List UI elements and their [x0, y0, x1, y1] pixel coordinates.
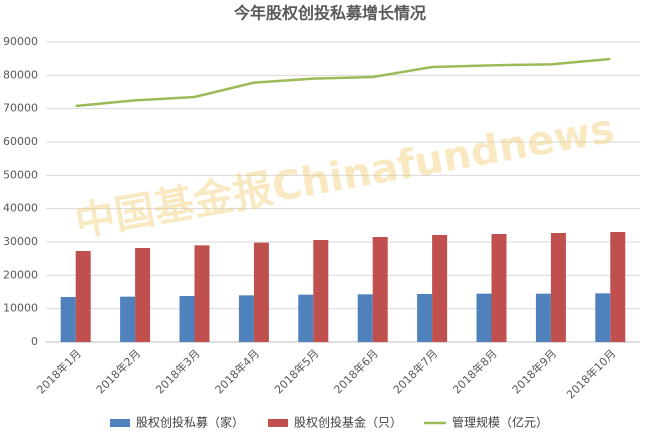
x-tick-label: 2018年4月: [212, 346, 262, 396]
x-tick-label: 2018年8月: [450, 346, 500, 396]
bar: [75, 251, 91, 342]
y-tick-label: 70000: [3, 102, 38, 115]
x-tick-label: 2018年3月: [153, 346, 203, 396]
legend-label: 股权创投基金（只）: [294, 415, 402, 430]
legend-label: 股权创投私募（家）: [136, 415, 244, 430]
bar: [194, 245, 210, 342]
x-tick-label: 2018年9月: [509, 346, 559, 396]
bar: [372, 237, 388, 342]
bar: [179, 296, 195, 342]
x-tick-label: 2018年6月: [331, 346, 381, 396]
legend-label: 管理规模（亿元）: [452, 415, 548, 430]
bar: [535, 293, 551, 342]
bar: [135, 248, 151, 342]
bar: [595, 293, 611, 342]
bar: [432, 235, 448, 342]
chart-title: 今年股权创投私募增长情况: [233, 4, 426, 23]
line: [75, 57, 611, 108]
x-tick-label: 2018年1月: [34, 346, 84, 396]
y-tick-label: 90000: [3, 35, 38, 48]
x-tick-label: 2018年7月: [390, 346, 440, 396]
y-tick-label: 80000: [3, 68, 38, 81]
bar: [313, 240, 329, 342]
x-tick-label: 2018年2月: [93, 346, 143, 396]
y-tick-label: 30000: [3, 235, 38, 248]
y-tick-label: 40000: [3, 202, 38, 215]
bar: [238, 295, 254, 342]
bar: [120, 296, 136, 342]
legend-swatch: [110, 419, 130, 427]
watermark: 中国基金报Chinafundnews: [72, 106, 618, 246]
x-tick-label: 2018年5月: [271, 346, 321, 396]
y-tick-label: 50000: [3, 168, 38, 181]
bar: [550, 233, 566, 342]
y-tick-label: 20000: [3, 268, 38, 281]
x-tick-label: 2018年10月: [563, 346, 618, 401]
bar: [60, 297, 76, 342]
bar: [476, 293, 492, 342]
legend-swatch: [268, 419, 288, 427]
bar: [610, 232, 626, 342]
bar: [491, 234, 507, 342]
bar: [298, 294, 314, 342]
y-tick-label: 0: [31, 335, 38, 348]
y-tick-label: 10000: [3, 302, 38, 315]
bar: [357, 294, 373, 342]
bar: [417, 294, 433, 342]
y-tick-label: 60000: [3, 135, 38, 148]
bar: [253, 242, 269, 342]
